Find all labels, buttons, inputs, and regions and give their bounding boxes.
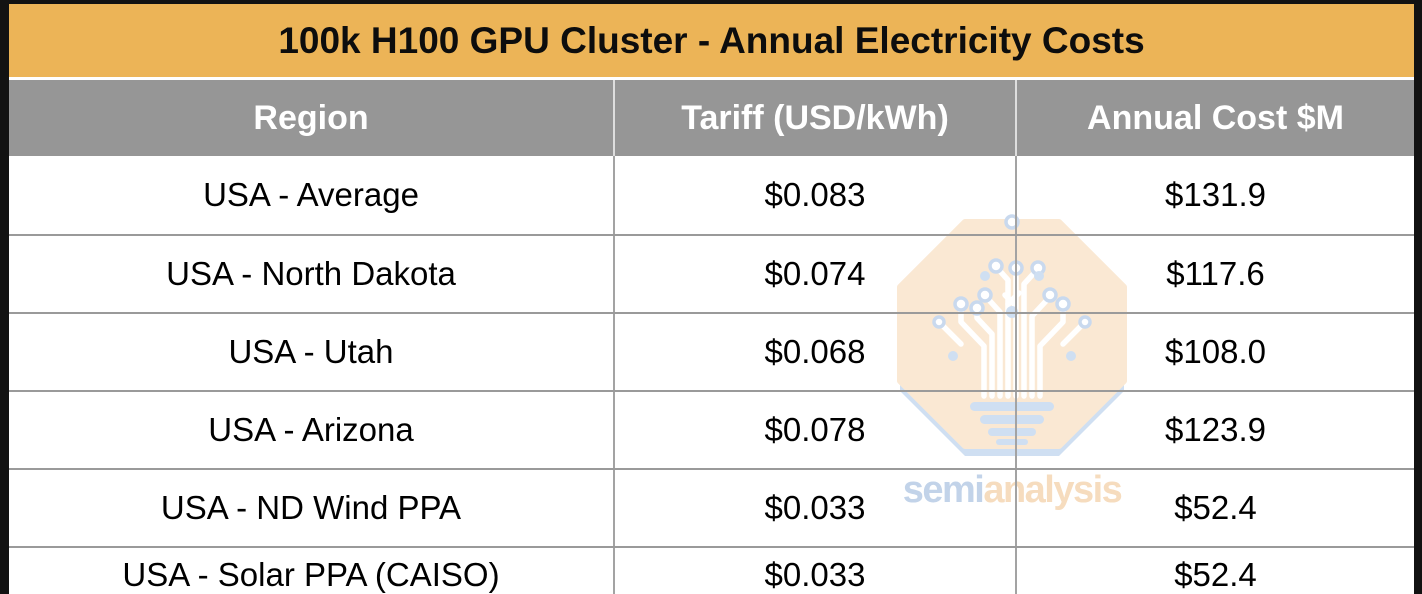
table-row: USA - Arizona $0.078 $123.9 bbox=[9, 390, 1414, 468]
tariff-cell: $0.083 bbox=[613, 156, 1015, 234]
region-cell: USA - ND Wind PPA bbox=[160, 489, 462, 526]
tariff-cell: $0.033 bbox=[613, 470, 1015, 546]
region-cell: USA - Arizona bbox=[208, 411, 414, 448]
cost-cell: $117.6 bbox=[1015, 236, 1414, 312]
tariff-cell: $0.078 bbox=[613, 392, 1015, 468]
table-row: USA - Average $0.083 $131.9 bbox=[9, 156, 1414, 234]
tariff-cell: $0.074 bbox=[613, 236, 1015, 312]
cost-cell: $108.0 bbox=[1015, 314, 1414, 390]
cost-cell: $123.9 bbox=[1015, 392, 1414, 468]
column-header-region: Region bbox=[253, 98, 369, 137]
cost-cell: $131.9 bbox=[1015, 156, 1414, 234]
tariff-cell: $0.033 bbox=[613, 548, 1015, 594]
title-bar: 100k H100 GPU Cluster - Annual Electrici… bbox=[9, 4, 1414, 77]
table-row: USA - Utah $0.068 $108.0 bbox=[9, 312, 1414, 390]
column-header-annual-cost: Annual Cost $M bbox=[1015, 80, 1414, 156]
table-row: USA - ND Wind PPA $0.033 $52.4 bbox=[9, 468, 1414, 546]
table-row: USA - North Dakota $0.074 $117.6 bbox=[9, 234, 1414, 312]
table-row: USA - Solar PPA (CAISO) $0.033 $52.4 bbox=[9, 546, 1414, 594]
table-title: 100k H100 GPU Cluster - Annual Electrici… bbox=[278, 19, 1145, 61]
tariff-cell: $0.068 bbox=[613, 314, 1015, 390]
region-cell: USA - North Dakota bbox=[166, 255, 456, 292]
electricity-cost-table: 100k H100 GPU Cluster - Annual Electrici… bbox=[9, 4, 1414, 594]
region-cell: USA - Utah bbox=[228, 333, 394, 370]
region-cell: USA - Solar PPA (CAISO) bbox=[122, 556, 500, 593]
column-header-tariff: Tariff (USD/kWh) bbox=[613, 80, 1015, 156]
cost-cell: $52.4 bbox=[1015, 470, 1414, 546]
header-row: Region Tariff (USD/kWh) Annual Cost $M bbox=[9, 80, 1414, 156]
region-cell: USA - Average bbox=[203, 176, 419, 213]
cost-cell: $52.4 bbox=[1015, 548, 1414, 594]
